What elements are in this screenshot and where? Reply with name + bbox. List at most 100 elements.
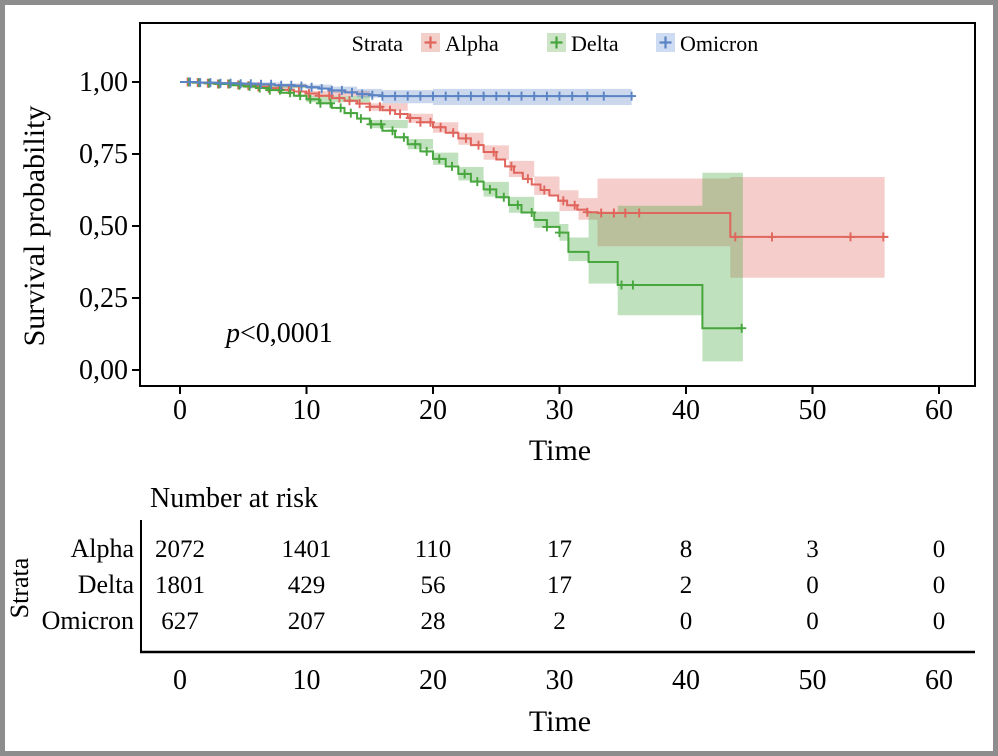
censor-mark: [441, 91, 451, 101]
censor-mark: [205, 78, 215, 88]
x-tick-label: 30: [546, 395, 574, 426]
censor-mark: [570, 200, 580, 210]
y-tick-label: 0,25: [79, 283, 128, 314]
legend-item-omicron: Omicron: [656, 31, 758, 56]
censor-mark: [327, 85, 337, 95]
censor-mark: [737, 323, 747, 333]
risk-row-omicron: Omicron 627 207 28 2 0 0 0: [42, 606, 946, 635]
censor-mark: [627, 91, 637, 101]
risk-row-label: Delta: [78, 570, 135, 599]
censor-mark: [846, 232, 855, 242]
risk-value: 3: [806, 536, 819, 563]
x-tick-label: 50: [799, 395, 827, 426]
censor-mark: [315, 98, 325, 108]
y-tick-label: 0,75: [79, 139, 128, 170]
censor-mark: [385, 105, 395, 115]
legend-item-label: Alpha: [445, 31, 499, 56]
censor-mark: [513, 200, 523, 210]
censor-mark: [337, 85, 347, 95]
censor-mark: [582, 91, 592, 101]
confidence-band-omicron: [180, 82, 632, 107]
censor-mark: [415, 91, 425, 101]
risk-x-tick-label: 10: [293, 665, 321, 696]
censor-mark: [376, 119, 386, 129]
censor-mark: [276, 80, 286, 90]
censor-mark: [265, 85, 275, 95]
risk-x-tick-label: 20: [419, 665, 447, 696]
risk-x-tick-label: 60: [925, 665, 953, 696]
censor-mark: [460, 169, 470, 179]
censor-mark: [403, 91, 413, 101]
censor-mark: [246, 79, 256, 89]
censor-mark: [388, 126, 397, 136]
censor-mark: [474, 140, 483, 150]
risk-value: 1401: [282, 536, 332, 563]
censor-mark: [347, 87, 357, 97]
censor-mark: [448, 128, 458, 138]
survival-curves: [180, 77, 889, 333]
censor-mark: [428, 91, 438, 101]
censor-mark: [317, 84, 327, 94]
censor-mark: [620, 208, 630, 218]
censor-mark: [878, 232, 888, 242]
censor-mark: [357, 89, 367, 99]
censor-mark: [599, 91, 609, 101]
censor-mark: [730, 232, 740, 242]
censor-mark: [767, 232, 777, 242]
plot-panel-border: [139, 22, 976, 387]
confidence-band-delta: [180, 82, 743, 362]
censor-mark: [286, 80, 296, 90]
censor-mark: [499, 192, 509, 202]
censor-mark: [453, 91, 463, 101]
p-value-symbol: p: [224, 318, 240, 349]
censor-mark: [609, 208, 619, 218]
censor-mark: [185, 77, 195, 87]
legend-item-label: Omicron: [680, 31, 758, 56]
x-tick-label: 40: [672, 395, 700, 426]
censor-mark: [436, 122, 446, 132]
censor-mark: [582, 207, 592, 217]
censor-mark: [346, 108, 356, 118]
censor-mark: [296, 81, 306, 91]
censor-mark: [307, 82, 317, 92]
legend: Strata Alpha Delta Omicron: [352, 31, 759, 56]
censor-mark: [434, 154, 444, 164]
censor-mark: [426, 117, 435, 127]
risk-table-x-axis-title: Time: [529, 705, 591, 738]
risk-value: 627: [161, 608, 199, 635]
risk-x-tick-label: 40: [672, 665, 700, 696]
censor-mark: [542, 91, 552, 101]
censor-mark: [529, 91, 539, 101]
censor-mark: [399, 132, 409, 142]
risk-value: 110: [415, 536, 452, 563]
censor-mark: [405, 113, 415, 123]
y-tick-label: 1,00: [79, 67, 128, 98]
censor-mark: [422, 146, 432, 156]
censor-mark: [195, 78, 205, 88]
censor-mark: [365, 102, 375, 112]
censor-mark: [366, 119, 376, 129]
censor-mark: [390, 91, 400, 101]
censor-mark: [539, 185, 549, 195]
censor-mark: [506, 161, 516, 171]
censor-mark: [295, 91, 305, 101]
axes: 1,00 0,75 0,50 0,25 0,00 0 10 20 30 40 50 60: [79, 67, 953, 426]
legend-title: Strata: [352, 31, 404, 56]
censor-mark: [305, 94, 315, 104]
censor-mark: [275, 85, 285, 95]
censor-mark: [355, 99, 365, 109]
censor-mark: [395, 109, 405, 119]
confidence-bands: [180, 82, 885, 362]
censor-mark: [367, 90, 377, 100]
risk-table: Number at risk Strata Alpha 2072 1401 110 17…: [5, 483, 975, 738]
risk-value: 429: [288, 572, 326, 599]
risk-row-alpha: Alpha 2072 1401 110 17 8 3 0: [70, 534, 945, 563]
censor-mark: [377, 91, 387, 101]
curve-omicron: [180, 77, 637, 101]
p-value-text: <0,0001: [240, 318, 333, 349]
risk-value: 0: [806, 608, 819, 635]
censor-mark: [634, 208, 644, 218]
risk-value: 28: [421, 608, 446, 635]
